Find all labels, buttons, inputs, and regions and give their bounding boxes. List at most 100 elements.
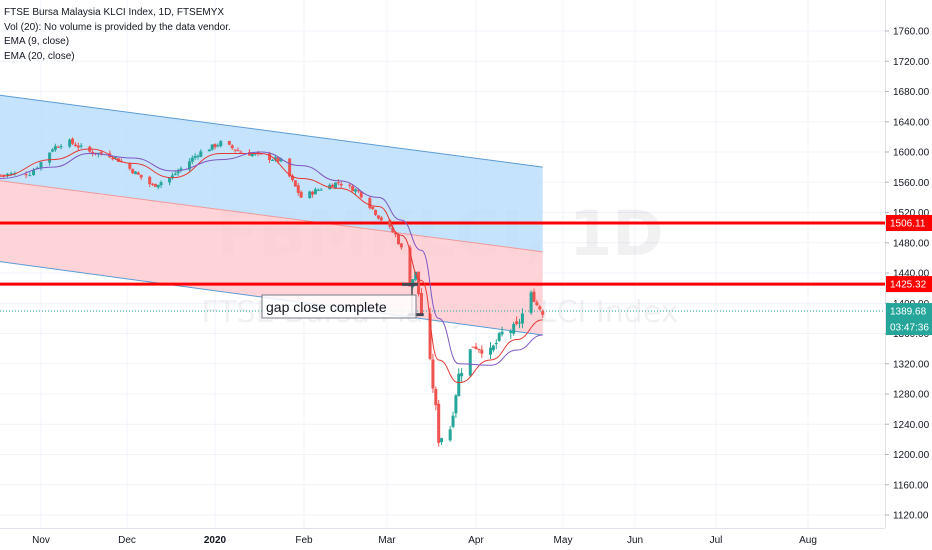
hline-label-upper: 1506.11 [886,215,932,232]
price-tick-label: 1440.00 [893,269,930,280]
time-tick-label: Nov [32,535,50,546]
channel-mid-line [0,180,543,253]
candle-body [187,161,191,170]
price-tick-label: 1680.00 [893,87,930,98]
candle-body [59,146,63,148]
candle-body [374,209,378,215]
candle-body [176,171,180,174]
gap-close-annotation[interactable]: gap close complete [261,294,417,319]
price-tick-label: 1720.00 [893,57,930,68]
time-tick-label: Apr [468,535,484,546]
candle-body [210,144,214,150]
candle-body [2,174,6,176]
candle-body [196,155,200,157]
candle-body [417,271,421,295]
chart-legend: FTSE Bursa Malaysia KLCI Index, 1D, FTSE… [4,6,231,64]
candle-body [148,176,152,185]
candle-body [179,168,183,170]
candle-body [474,346,478,349]
candle-body [434,388,438,406]
annotation-box[interactable] [261,294,417,319]
candle-body [515,321,519,324]
candle-body [520,313,524,324]
candle-body [279,158,283,162]
candle-body [168,177,172,183]
candle-body [399,243,403,248]
candle-body [376,215,380,219]
legend-ema9[interactable]: EMA (9, close) [4,36,70,47]
price-tick-label: 1280.00 [893,390,930,401]
candle-body [480,349,484,354]
channel-upper-line [0,94,543,168]
candle-body [173,173,177,175]
candle-body [139,174,143,178]
candle-body [497,333,501,341]
candle-body [471,346,475,348]
candle-body [451,415,455,427]
candle-body [268,153,272,160]
candle-body [79,145,83,147]
horizontal-lines[interactable] [0,221,885,286]
time-tick-label: Aug [799,535,817,546]
candle-body [509,331,513,333]
price-axis[interactable]: 1120.00 1160.00 1200.00 1240.00 1280.00 1320.… [885,0,930,528]
time-axis[interactable]: Nov Dec 2020 Feb Mar Apr May Jun Jul Aug [0,528,885,547]
time-tick-label: May [554,535,573,546]
candle-body [494,342,498,345]
candle-body [32,170,36,176]
channel-upper-fill [0,95,543,252]
price-tick-label: 1480.00 [893,238,930,249]
candle-body [308,191,312,199]
candle-body [0,174,2,176]
candle-body [491,345,495,351]
candle-body [276,157,280,162]
candle-body [336,182,340,184]
candle-body [348,184,352,186]
candle-body [193,156,197,158]
legend-volume[interactable]: Vol (20): No volume is provided by the d… [4,21,231,33]
candle-body [391,227,395,233]
candle-body [270,159,274,161]
candle-body [50,149,54,152]
candle-body [170,175,174,178]
time-tick-label: Feb [295,535,313,546]
legend-ema20[interactable]: EMA (20, close) [4,50,75,62]
candle-body [151,183,155,185]
candle-body [535,302,539,306]
candle-body [532,291,536,302]
candle-body [437,403,441,443]
candle-body [454,395,458,414]
candle-body [541,311,545,315]
candle-body [71,138,75,144]
candle-body [356,190,360,192]
candle-body [316,189,320,191]
candle-body [91,151,95,154]
price-tick-label: 1520.00 [893,208,930,219]
time-tick-label: 2020 [204,535,227,546]
candle-body [512,323,516,334]
candle-body [313,189,317,195]
candle-body [288,158,292,177]
candle-body [331,184,335,187]
candle-body [319,189,323,191]
candle-body [24,174,28,176]
candle-body [460,372,464,377]
last-price-value: 1389.68 [890,307,927,318]
candle-body [239,151,243,153]
price-tick-label: 1200.00 [893,450,930,461]
ema9-line [0,148,543,384]
candle-body [489,347,492,355]
price-tick-label: 1760.00 [893,27,930,38]
candle-body [299,191,303,198]
legend-title[interactable]: FTSE Bursa Malaysia KLCI Index, 1D, FTSE… [4,7,225,18]
candle-body [48,152,52,163]
candle-body [73,144,77,147]
candle-body [296,185,300,193]
price-tick-label: 1560.00 [893,178,930,189]
candle-body [448,429,452,441]
candle-body [9,173,13,175]
candle-body [236,150,240,152]
time-tick-label: Dec [118,535,136,546]
candle-body [131,169,135,174]
